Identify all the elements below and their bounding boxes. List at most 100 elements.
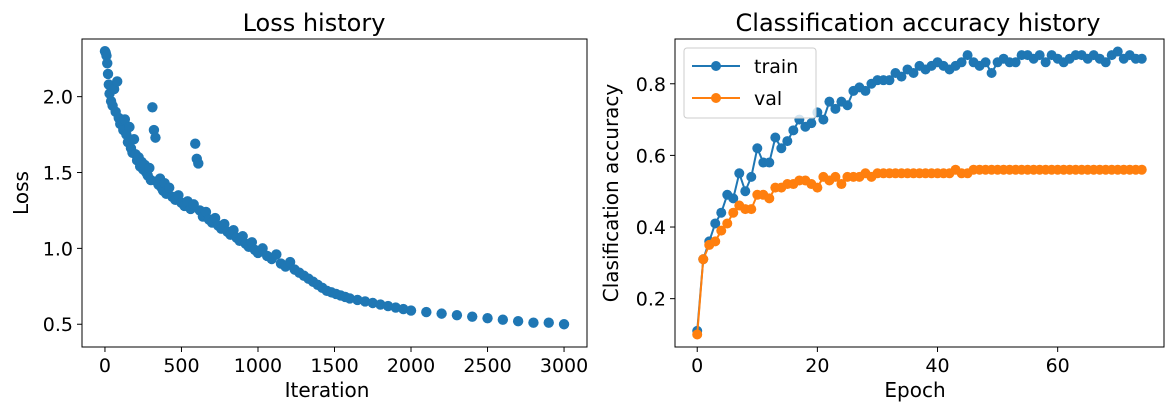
loss-ytick-label: 2.0 [43, 87, 73, 109]
loss-point [164, 182, 175, 193]
loss-point [102, 68, 114, 80]
loss-point [284, 256, 296, 268]
loss-point [528, 317, 539, 328]
accuracy-series [692, 46, 1147, 340]
series-point-train [782, 136, 793, 147]
loss-point [128, 133, 140, 145]
series-point-train [806, 118, 817, 129]
accuracy-chart-ylabel: Clasification accuracy [599, 84, 623, 303]
accuracy-ytick-label: 0.2 [636, 289, 666, 311]
loss-point [147, 102, 158, 113]
series-point-val [836, 179, 847, 190]
loss-xtick-label: 500 [163, 355, 199, 377]
series-point-train [824, 96, 835, 107]
loss-xtick-label: 2500 [463, 355, 511, 377]
loss-point [467, 311, 478, 322]
series-point-train [734, 168, 745, 179]
series-point-val [710, 236, 721, 247]
series-point-train [962, 50, 973, 61]
loss-chart: Loss history Iteration Loss 0 500 1000 1500… [9, 9, 588, 402]
series-point-train [860, 85, 871, 96]
series-point-train [896, 71, 907, 82]
series-point-train [1100, 57, 1111, 68]
loss-point [101, 50, 112, 61]
accuracy-plot-frame [674, 38, 1165, 348]
accuracy-ytick-label: 0.4 [636, 217, 666, 239]
loss-point [102, 58, 113, 69]
series-point-train [716, 207, 727, 218]
loss-point [271, 249, 282, 260]
accuracy-xtick-label: 60 [1046, 355, 1070, 377]
series-point-train [1010, 57, 1021, 68]
legend-val-label: val [754, 88, 782, 110]
legend-val-marker [711, 93, 721, 103]
loss-point [558, 319, 570, 330]
accuracy-chart: Classification accuracy history Epoch Cl… [599, 9, 1165, 402]
series-point-train [776, 143, 787, 154]
loss-point [543, 317, 554, 328]
accuracy-chart-title: Classification accuracy history [736, 9, 1101, 37]
series-point-train [710, 218, 721, 229]
loss-point [193, 158, 204, 169]
loss-ytick-label: 1.0 [43, 238, 73, 260]
series-point-train [980, 57, 991, 68]
loss-chart-ylabel: Loss [9, 171, 33, 215]
series-point-train [740, 186, 751, 197]
accuracy-legend: train val [683, 47, 817, 119]
series-point-val [722, 218, 733, 229]
series-point-train [788, 125, 799, 136]
series-point-val [1136, 164, 1147, 175]
series-point-train [830, 103, 841, 114]
loss-plot-frame [81, 38, 588, 348]
loss-point [150, 132, 161, 143]
series-point-train [770, 132, 781, 143]
series-point-val [746, 204, 757, 215]
series-point-val [764, 193, 775, 204]
series-point-val [728, 207, 739, 218]
loss-point [421, 306, 432, 318]
loss-point [124, 121, 135, 133]
series-point-train [986, 68, 997, 79]
series-point-train [1040, 57, 1051, 68]
loss-chart-xlabel: Iteration [285, 378, 370, 402]
series-point-val [698, 254, 709, 265]
series-point-train [842, 100, 853, 111]
loss-point [512, 316, 524, 327]
loss-xtick-label: 3000 [540, 355, 588, 377]
series-point-train [884, 75, 895, 86]
accuracy-axis-ticks: 0 20 40 60 0.2 0.4 0.6 0.8 [636, 74, 1070, 377]
series-point-train [1136, 53, 1147, 64]
series-point-train [752, 143, 763, 154]
loss-point [111, 76, 123, 87]
legend-train-marker [711, 61, 721, 71]
series-point-val [812, 182, 823, 193]
loss-point [257, 243, 268, 254]
accuracy-xtick-label: 0 [691, 355, 703, 377]
loss-ytick-label: 1.5 [43, 163, 73, 185]
series-point-val [830, 171, 841, 182]
accuracy-chart-xlabel: Epoch [884, 378, 945, 402]
series-point-train [818, 114, 829, 125]
accuracy-xtick-label: 40 [925, 355, 949, 377]
series-point-train [764, 157, 775, 168]
loss-point [436, 308, 447, 319]
legend-train-label: train [754, 56, 798, 78]
loss-point [451, 309, 463, 321]
loss-point [144, 162, 155, 174]
loss-point [482, 312, 493, 324]
loss-axis-ticks: 0 500 1000 1500 2000 2500 3000 0.5 1.0 1.5 2.0 [43, 87, 588, 377]
series-point-train [746, 171, 757, 182]
accuracy-xtick-label: 20 [805, 355, 829, 377]
series-point-val [716, 225, 727, 236]
series-point-train [1112, 46, 1123, 57]
loss-xtick-label: 0 [99, 355, 111, 377]
series-point-train [956, 57, 967, 68]
loss-xtick-label: 2000 [387, 355, 435, 377]
series-point-train [728, 193, 739, 204]
loss-points [99, 45, 570, 330]
loss-xtick-label: 1500 [310, 355, 358, 377]
series-point-val [692, 329, 703, 340]
loss-point [190, 138, 201, 149]
accuracy-ytick-label: 0.8 [636, 74, 666, 96]
